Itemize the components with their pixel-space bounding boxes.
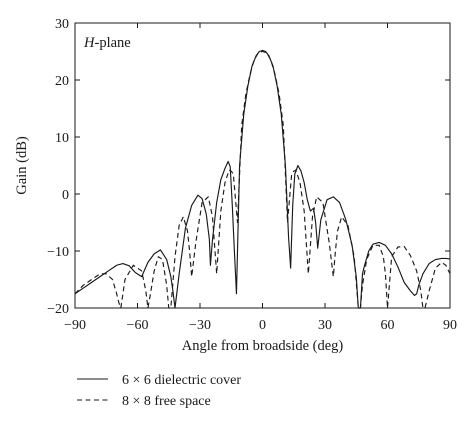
x-axis-title: Angle from broadside (deg) <box>182 338 344 354</box>
series-line-dielectric-cover <box>74 49 451 309</box>
x-tick-label: 30 <box>318 318 332 333</box>
plane-annotation-italic: H <box>83 35 96 51</box>
plane-annotation-rest: -plane <box>94 35 130 51</box>
x-tick-label: 90 <box>443 318 457 333</box>
series-layer <box>74 49 451 309</box>
series-line-free-space <box>74 50 451 309</box>
y-tick-label: −20 <box>47 302 69 317</box>
y-axis-title: Gain (dB) <box>14 136 30 195</box>
y-tick-label: 0 <box>62 188 69 203</box>
legend-label-free-space: 8 × 8 free space <box>122 394 211 409</box>
axis-tick-labels: −90 −60 −30 0 30 60 90 −20 −10 0 10 20 30 <box>47 17 457 333</box>
plot-frame <box>74 22 451 309</box>
x-tick-label: 0 <box>259 318 266 333</box>
y-tick-label: −10 <box>47 245 69 260</box>
y-tick-label: 20 <box>55 74 69 89</box>
legend-label-dielectric-cover: 6 × 6 dielectric cover <box>122 373 241 388</box>
x-tick-label: 60 <box>381 318 395 333</box>
axis-ticks <box>74 22 451 309</box>
x-tick-label: −90 <box>64 318 86 333</box>
x-tick-label: −30 <box>189 318 211 333</box>
plane-annotation: H-plane <box>83 35 131 51</box>
x-tick-label: −60 <box>127 318 149 333</box>
y-tick-label: 30 <box>55 17 69 32</box>
y-tick-label: 10 <box>55 131 69 146</box>
legend: 6 × 6 dielectric cover 8 × 8 free space <box>77 373 241 409</box>
